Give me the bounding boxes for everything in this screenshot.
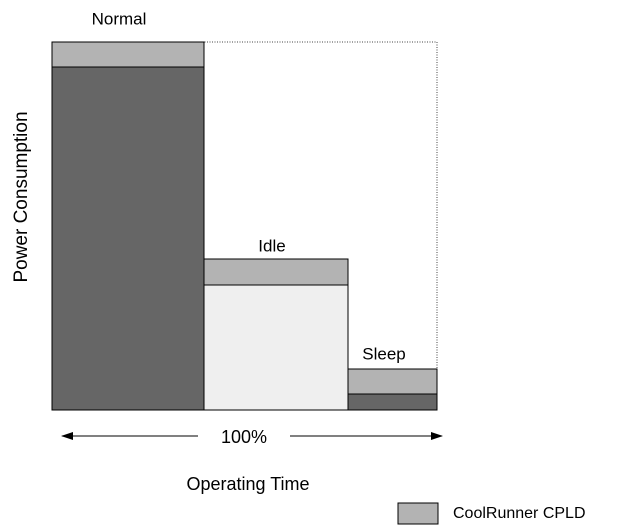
idle-cpld-block [203, 258, 349, 286]
sleep-block [347, 393, 438, 411]
normal-cpld-block [51, 41, 205, 68]
state-label: Normal [92, 9, 147, 28]
sleep-cpld-block [347, 368, 438, 395]
legend-swatch [397, 502, 439, 525]
y-axis-label: Power Consumption [11, 111, 32, 282]
legend-label: CoolRunner CPLD [453, 505, 586, 522]
idle-block [203, 284, 349, 411]
state-label: Sleep [362, 344, 405, 363]
normal-block [51, 66, 205, 411]
x-axis-label: Operating Time [186, 474, 309, 494]
state-label: Idle [258, 236, 285, 255]
duration-label: 100% [221, 427, 267, 447]
